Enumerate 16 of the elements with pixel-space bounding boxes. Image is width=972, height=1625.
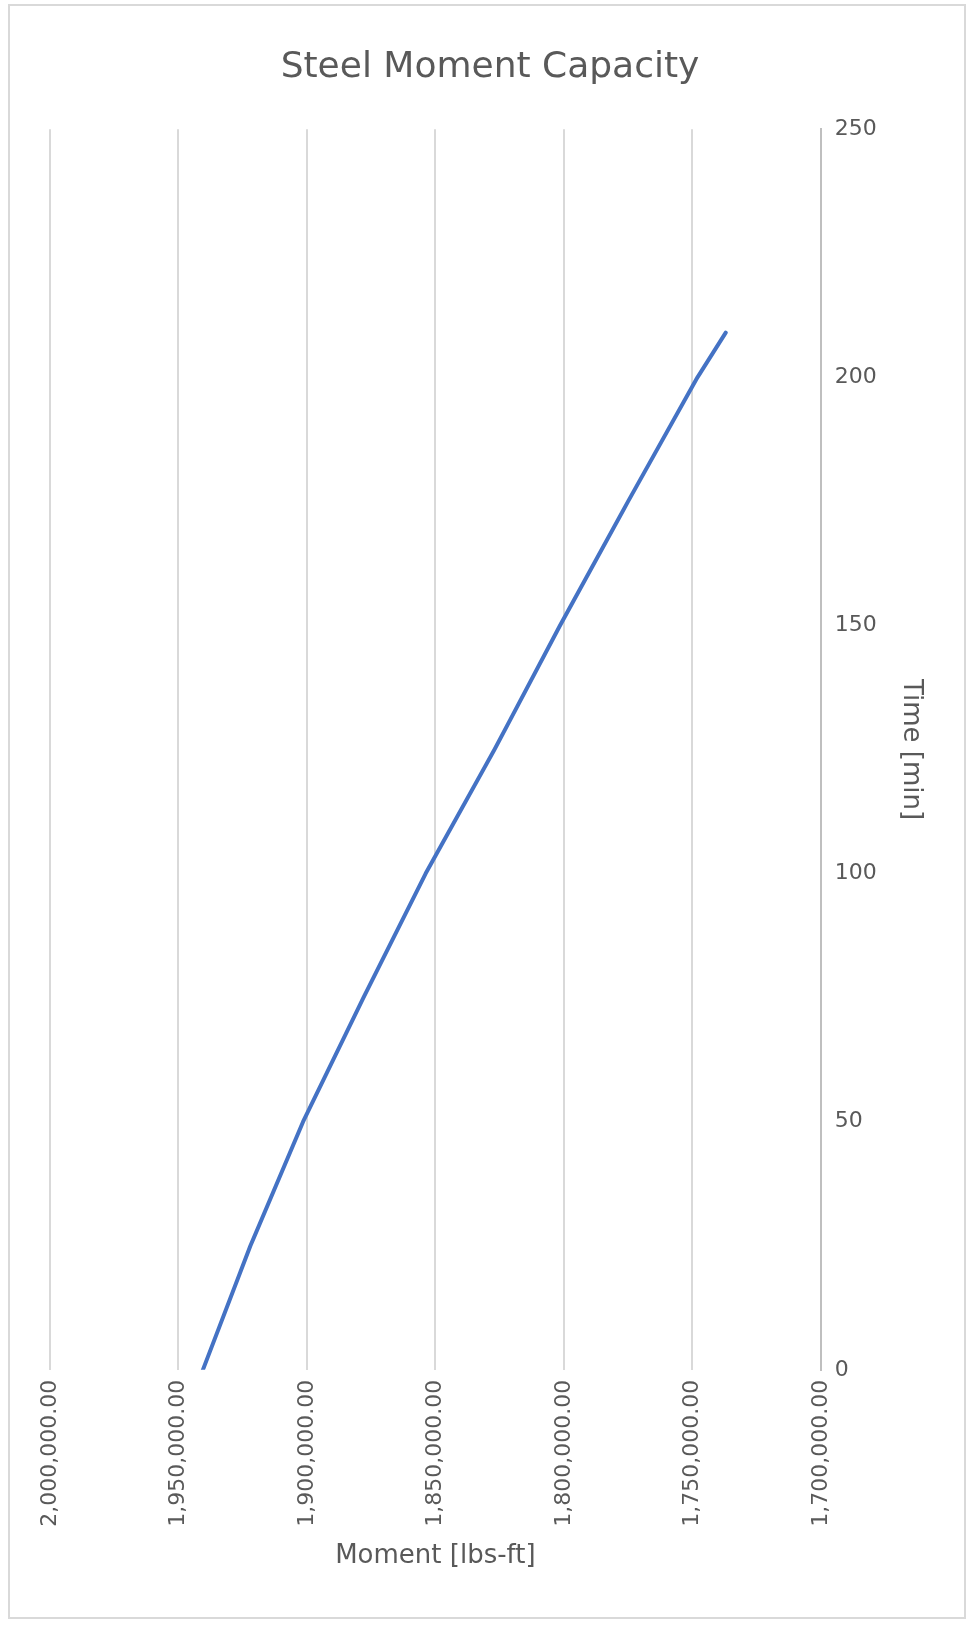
x-tick-label: 1,700,000.00 (806, 1379, 832, 1527)
y-axis-title: Time [min] (897, 677, 928, 821)
y-tick-label: 200 (834, 363, 877, 389)
x-tick-label: 1,800,000.00 (549, 1379, 575, 1527)
x-tick-label: 1,850,000.00 (421, 1379, 447, 1527)
y-tick-label: 50 (834, 1107, 863, 1133)
x-tick-label: 1,900,000.00 (292, 1379, 318, 1527)
chart-title: Steel Moment Capacity (280, 43, 700, 85)
x-tick-label: 2,000,000.00 (35, 1379, 61, 1527)
x-axis-title: Moment [lbs-ft] (335, 1539, 536, 1570)
x-tick-label: 1,950,000.00 (164, 1379, 190, 1527)
y-tick-label: 250 (834, 114, 877, 140)
y-tick-label: 0 (834, 1355, 849, 1381)
y-tick-label: 100 (834, 859, 877, 885)
y-tick-label: 150 (834, 611, 877, 637)
x-tick-label: 1,750,000.00 (678, 1379, 704, 1527)
